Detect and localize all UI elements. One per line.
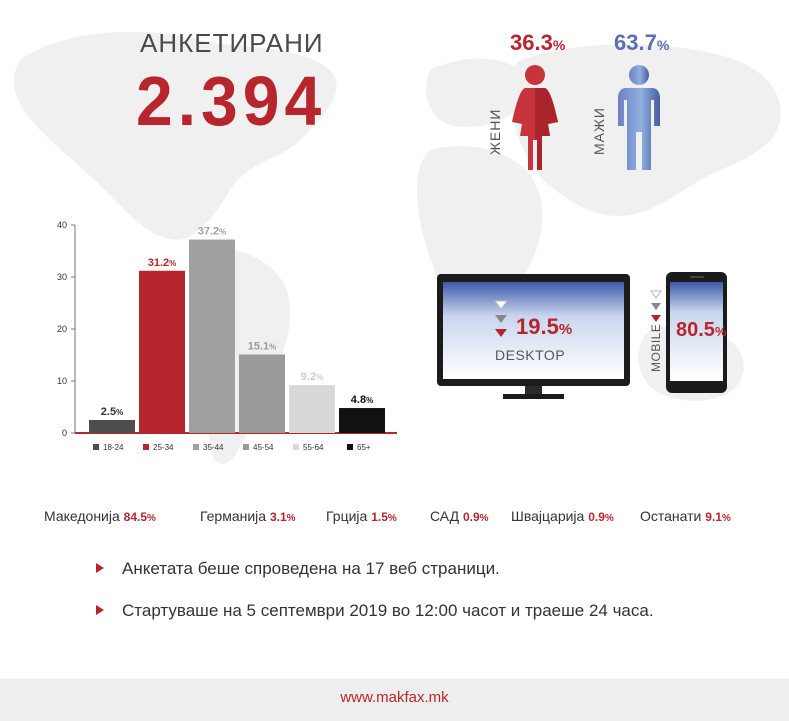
country-item: Грција 1.5% <box>326 508 397 524</box>
desktop-arrows-icon <box>494 300 508 337</box>
page-title: АНКЕТИРАНИ <box>140 28 324 58</box>
mobile-label: MOBILE <box>649 323 663 372</box>
y-tick-label: 10 <box>57 376 67 386</box>
women-percentage: 36.3% <box>510 30 566 55</box>
country-item: Останати 9.1% <box>640 508 731 524</box>
men-label: МАЖИ <box>591 107 607 155</box>
bars <box>89 239 385 433</box>
y-tick-label: 20 <box>57 324 67 334</box>
footer <box>0 679 789 721</box>
legend-swatch <box>193 444 199 450</box>
bar-65+ <box>339 408 385 433</box>
legend-label: 45-54 <box>253 443 274 452</box>
bar-value-label: 15.1% <box>248 340 277 352</box>
footer-link[interactable]: www.makfax.mk <box>340 689 449 706</box>
bar-18-24 <box>89 420 135 433</box>
bar-value-label: 2.5% <box>101 406 123 418</box>
bar-45-54 <box>239 354 285 433</box>
mobile-arrows-icon <box>650 290 662 322</box>
legend-label: 65+ <box>357 443 371 452</box>
bullet-triangle-icon <box>96 604 104 615</box>
country-item: Германија 3.1% <box>200 508 296 524</box>
legend-swatch <box>93 444 99 450</box>
legend-swatch <box>347 444 353 450</box>
man-icon <box>618 65 660 170</box>
women-label: ЖЕНИ <box>487 108 503 155</box>
mobile-percentage: 80.5% <box>676 319 727 341</box>
y-tick-label: 40 <box>57 220 67 230</box>
legend-label: 55-64 <box>303 443 324 452</box>
desktop-monitor-icon <box>437 274 630 399</box>
country-item: Швајцарија 0.9% <box>511 508 614 524</box>
bar-25-34 <box>139 270 185 433</box>
note-item: Стартуваше на 5 септември 2019 во 12:00 … <box>96 601 654 621</box>
y-tick-label: 30 <box>57 272 67 282</box>
desktop-percentage: 19.5% <box>516 314 573 339</box>
men-percentage: 63.7% <box>614 30 670 55</box>
legend-swatch <box>293 444 299 450</box>
note-item: Анкетата беше спроведена на 17 веб стран… <box>96 559 500 579</box>
country-item: САД 0.9% <box>430 508 489 524</box>
y-tick-label: 0 <box>62 428 67 438</box>
legend-label: 18-24 <box>103 443 124 452</box>
bar-value-label: 4.8% <box>351 394 373 406</box>
legend-swatch <box>243 444 249 450</box>
bullet-triangle-icon <box>96 562 104 573</box>
legend-swatch <box>143 444 149 450</box>
desktop-label: DESKTOP <box>495 347 566 363</box>
woman-icon <box>512 65 558 170</box>
legend-label: 35-44 <box>203 443 224 452</box>
bar-value-label: 37.2% <box>198 226 227 238</box>
chart-legend: 18-24 25-34 35-44 45-54 55-64 65+ <box>93 443 371 452</box>
bar-35-44 <box>189 239 235 433</box>
bar-55-64 <box>289 385 335 433</box>
respondents-total: 2.394 <box>136 61 327 140</box>
legend-label: 25-34 <box>153 443 174 452</box>
age-bar-chart: 0 10 20 30 40 2.5% 31.2% 37.2% 15.1% 9.2% 4.8% 18… <box>57 220 397 452</box>
mobile-phone-icon <box>666 272 727 393</box>
country-item: Македонија 84.5% <box>44 508 156 524</box>
bar-value-labels: 2.5% 31.2% 37.2% 15.1% 9.2% 4.8% <box>101 226 373 418</box>
bar-value-label: 9.2% <box>301 371 323 383</box>
bar-value-label: 31.2% <box>148 257 177 269</box>
